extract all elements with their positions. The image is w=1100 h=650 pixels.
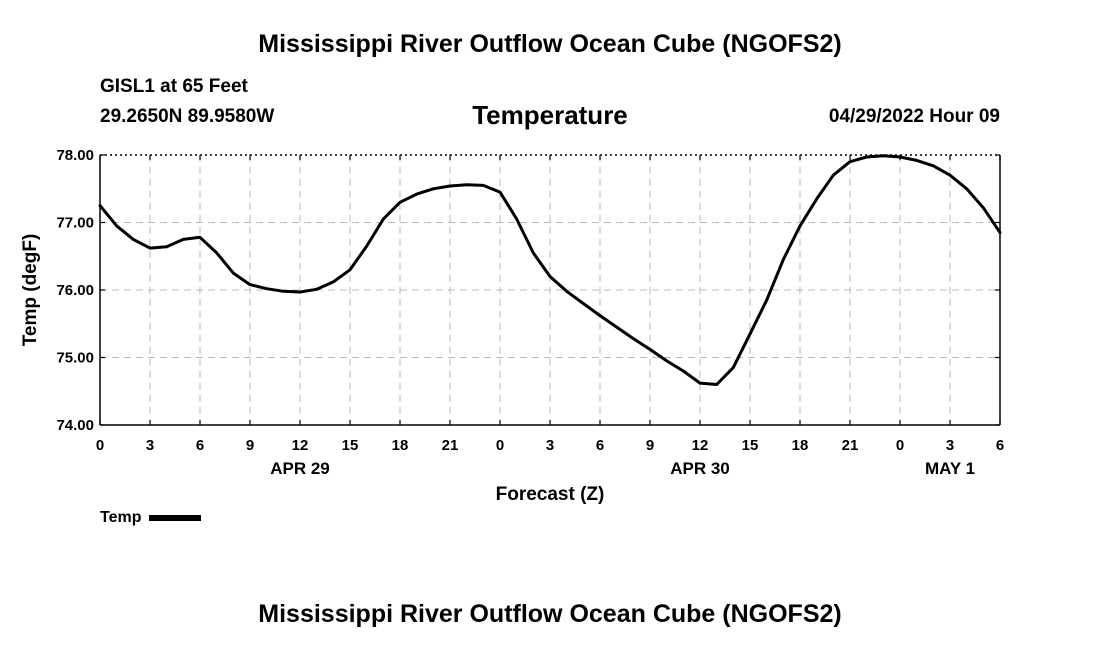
x-tick-label: 12	[292, 437, 309, 454]
x-tick-label: 6	[996, 437, 1004, 454]
footer-title: Mississippi River Outflow Ocean Cube (NG…	[258, 600, 842, 628]
y-tick-label: 76.00	[56, 282, 94, 299]
date-label: APR 29	[270, 459, 330, 478]
x-tick-label: 0	[896, 437, 904, 454]
x-axis-label: Forecast (Z)	[496, 484, 605, 505]
y-tick-label: 78.00	[56, 147, 94, 164]
coordinates-label: 29.2650N 89.9580W	[100, 106, 275, 127]
date-label: MAY 1	[925, 459, 975, 478]
legend: Temp	[100, 509, 202, 527]
y-tick-label: 75.00	[56, 350, 94, 367]
grid	[100, 155, 1000, 425]
y-tick-label: 77.00	[56, 215, 94, 232]
chart-title: Mississippi River Outflow Ocean Cube (NG…	[258, 30, 842, 58]
x-tick-label: 3	[546, 437, 554, 454]
y-tick-label: 74.00	[56, 417, 94, 434]
x-tick-label: 9	[646, 437, 654, 454]
x-tick-label: 0	[496, 437, 504, 454]
parameter-title: Temperature	[472, 100, 628, 130]
x-tick-label: 3	[946, 437, 954, 454]
x-tick-label: 15	[342, 437, 359, 454]
x-tick-label: 21	[442, 437, 459, 454]
y-axis-label: Temp (degF)	[20, 234, 41, 347]
series-line-temp	[98, 154, 1002, 386]
x-tick-label: 12	[692, 437, 709, 454]
axes: 0 3 6 9 12 15 18 21 0 3 6 9 12 15 18 21 0 3 6 74.00 75.00 76.…	[56, 147, 1004, 478]
x-tick-label: 6	[196, 437, 204, 454]
forecast-datetime: 04/29/2022 Hour 09	[828, 106, 1000, 127]
series-layer	[98, 154, 1002, 386]
x-tick-label: 3	[146, 437, 154, 454]
station-label: GISL1 at 65 Feet	[100, 76, 248, 97]
date-label: APR 30	[670, 459, 730, 478]
legend-label: Temp	[100, 509, 142, 526]
x-tick-label: 0	[96, 437, 104, 454]
x-tick-label: 15	[742, 437, 759, 454]
legend-line-swatch	[149, 514, 202, 521]
x-tick-label: 9	[246, 437, 254, 454]
x-tick-label: 21	[842, 437, 859, 454]
x-tick-label: 6	[596, 437, 604, 454]
x-tick-label: 18	[392, 437, 409, 454]
x-tick-label: 18	[792, 437, 809, 454]
